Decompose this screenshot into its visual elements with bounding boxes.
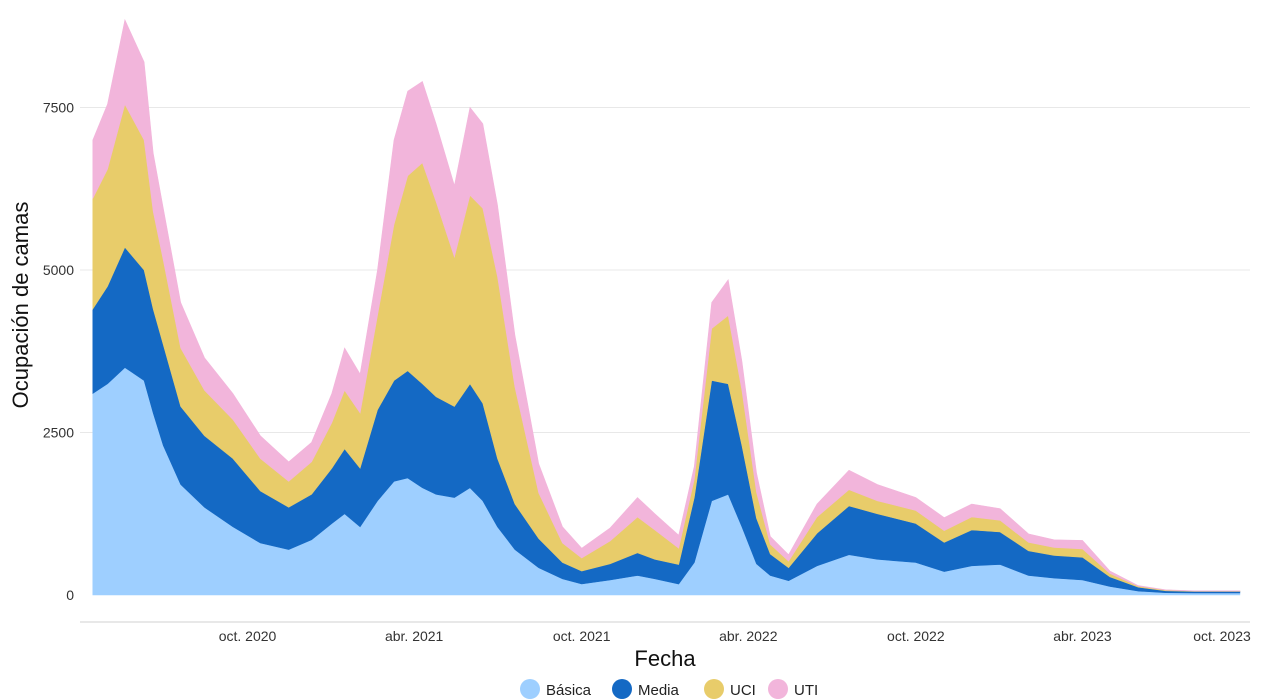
x-axis-ticks: oct. 2020 abr. 2021 oct. 2021 abr. 2022 oct.… bbox=[219, 628, 1251, 644]
y-tick-label: 2500 bbox=[43, 425, 74, 441]
x-tick-label: oct. 2021 bbox=[553, 628, 611, 644]
y-axis-title: Ocupación de camas bbox=[8, 202, 33, 409]
legend-swatch-uci bbox=[704, 679, 724, 699]
x-tick-label: abr. 2023 bbox=[1053, 628, 1112, 644]
y-tick-label: 0 bbox=[66, 587, 74, 603]
legend-swatch-basica bbox=[520, 679, 540, 699]
x-tick-label: oct. 2023 bbox=[1193, 628, 1251, 644]
y-tick-label: 5000 bbox=[43, 262, 74, 278]
gridlines bbox=[80, 107, 1250, 433]
legend-swatch-media bbox=[612, 679, 632, 699]
legend: Básica Media UCI UTI bbox=[520, 679, 818, 699]
x-tick-label: oct. 2020 bbox=[219, 628, 277, 644]
x-axis-title: Fecha bbox=[634, 646, 696, 671]
x-tick-label: abr. 2022 bbox=[719, 628, 778, 644]
legend-label-basica: Básica bbox=[546, 682, 592, 699]
legend-label-uti: UTI bbox=[794, 682, 818, 699]
x-tick-label: oct. 2022 bbox=[887, 628, 945, 644]
legend-swatch-uti bbox=[768, 679, 788, 699]
y-tick-label: 7500 bbox=[43, 100, 74, 116]
legend-label-media: Media bbox=[638, 682, 680, 699]
legend-label-uci: UCI bbox=[730, 682, 756, 699]
area-uti bbox=[92, 18, 1241, 592]
x-tick-label: abr. 2021 bbox=[385, 628, 444, 644]
series-areas bbox=[92, 18, 1241, 596]
y-axis-ticks: 0 2500 5000 7500 bbox=[43, 100, 74, 604]
